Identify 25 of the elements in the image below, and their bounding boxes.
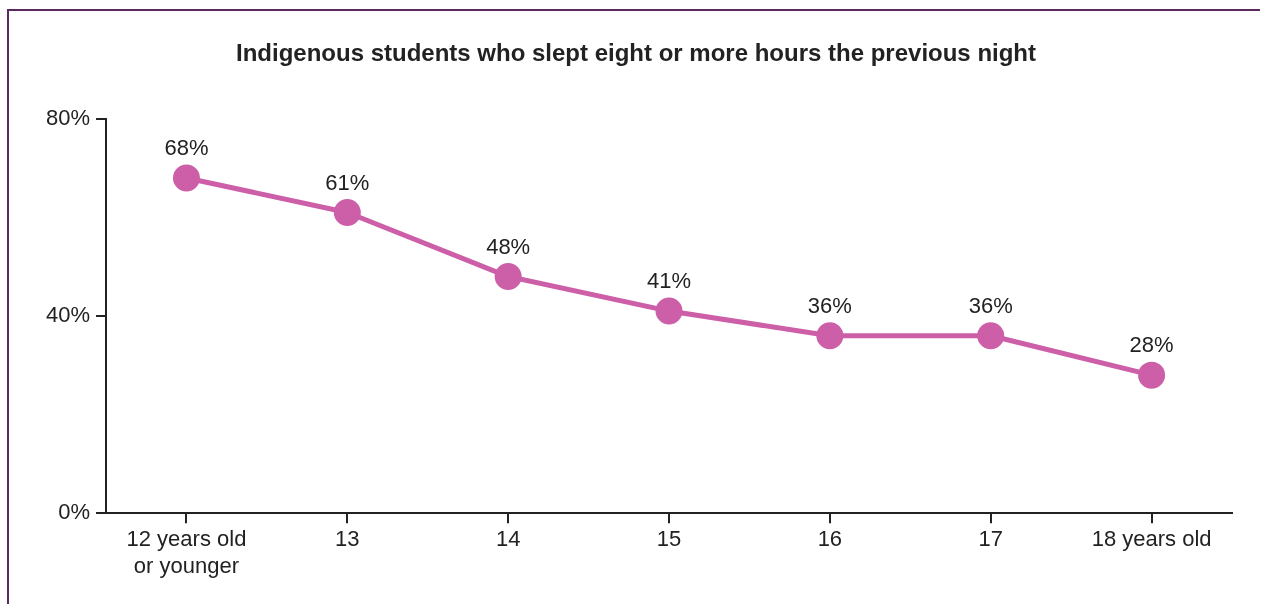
x-tick-label: 18 years old bbox=[1091, 526, 1212, 552]
chart-title: Indigenous students who slept eight or more hours the previous night bbox=[235, 39, 1037, 67]
point bbox=[816, 322, 844, 350]
y-tick-label: 80% bbox=[45, 104, 91, 130]
data-label: 28% bbox=[1129, 332, 1174, 358]
point bbox=[977, 322, 1005, 350]
data-label: 36% bbox=[968, 292, 1013, 318]
point bbox=[655, 297, 683, 325]
data-label: 68% bbox=[164, 135, 209, 161]
data-label: 61% bbox=[325, 169, 370, 195]
x-tick-label: 14 bbox=[495, 526, 521, 552]
data-label: 41% bbox=[646, 268, 692, 294]
x-tick-label: 12 years old or younger bbox=[126, 526, 247, 578]
data-label: 48% bbox=[486, 233, 531, 259]
y-tick-label: 40% bbox=[45, 302, 91, 328]
point bbox=[172, 164, 200, 192]
x-tick-label: 15 bbox=[656, 526, 682, 552]
x-tick-label: 13 bbox=[335, 526, 360, 552]
point bbox=[1138, 361, 1166, 389]
y-tick-label: 0% bbox=[58, 499, 91, 525]
point bbox=[494, 263, 522, 291]
point bbox=[333, 198, 361, 226]
x-tick-label: 16 bbox=[817, 526, 843, 552]
data-label: 36% bbox=[807, 292, 852, 318]
x-tick-label: 17 bbox=[978, 526, 1003, 552]
